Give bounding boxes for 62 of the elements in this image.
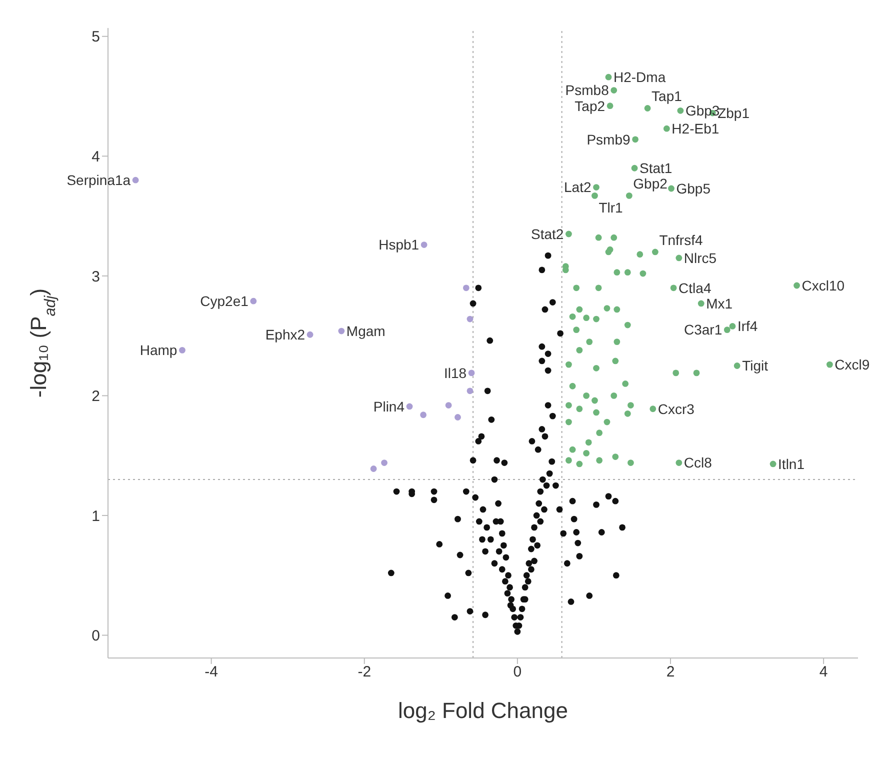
annotation: Tap1	[652, 88, 682, 104]
y-tick-label: 2	[92, 388, 100, 406]
x-axis-title: log₂ Fold Change	[398, 698, 568, 723]
point	[462, 284, 470, 292]
annotation: Serpina1a	[66, 172, 131, 188]
annotation: Nlrc5	[684, 250, 717, 266]
annotation: Psmb8	[565, 82, 610, 98]
annotation: Cxcr3	[658, 400, 695, 417]
point	[466, 316, 474, 322]
annotation: Gbp3	[685, 102, 720, 119]
annotation: Irf4	[737, 318, 758, 334]
x-tick-label: 4	[819, 664, 828, 681]
y-tick-label: 0	[92, 628, 100, 645]
y-tick-label: 3	[92, 268, 100, 286]
annotation: Hspb1	[378, 236, 420, 253]
x-tick-label: -2	[358, 664, 372, 681]
annotation: Cyp2e1	[200, 292, 249, 309]
point	[468, 370, 475, 376]
annotation: Psmb9	[586, 131, 631, 148]
annotation: H2-Eb1	[672, 120, 720, 137]
annotation: Stat1	[640, 160, 672, 176]
annotation: Tap2	[574, 98, 606, 114]
y-tick-label: 4	[92, 148, 100, 166]
point	[179, 346, 186, 354]
point	[466, 388, 474, 394]
point	[406, 403, 413, 410]
point	[420, 242, 428, 248]
annotation: Mx1	[706, 295, 733, 312]
x-tick-label: 2	[666, 664, 675, 681]
annotation: Hamp	[140, 342, 178, 358]
annotation: Mgam	[346, 322, 386, 339]
annotation: Cxcl10	[802, 277, 845, 294]
point	[370, 466, 377, 472]
point	[381, 460, 388, 466]
annotation: Ccl8	[684, 454, 712, 471]
annotation: Gbp5	[676, 180, 711, 196]
annotation: Tnfrsf4	[659, 232, 703, 248]
point	[250, 298, 257, 304]
y-tick-label: 5	[92, 28, 100, 46]
x-tick-label: -4	[204, 664, 218, 681]
annotation: Lat2	[564, 179, 592, 196]
point	[132, 176, 139, 184]
y-tick-label: 1	[92, 508, 100, 525]
point	[306, 331, 314, 338]
point	[445, 402, 452, 408]
annotation: Stat2	[531, 226, 564, 242]
annotation: Tlr1	[598, 200, 624, 216]
annotation: Ctla4	[678, 280, 712, 296]
annotation: C3ar1	[684, 322, 722, 338]
annotation: Ephx2	[265, 326, 306, 343]
annotation: Tigit	[742, 358, 768, 374]
annotation: Gbp2	[633, 176, 668, 192]
point	[338, 328, 345, 334]
point	[454, 414, 461, 420]
x-tick-label: 0	[513, 664, 522, 681]
point	[420, 412, 427, 418]
annotation: Zbp1	[718, 104, 750, 121]
annotation: Itln1	[778, 456, 805, 472]
annotation: Il18	[444, 364, 467, 381]
annotation: H2-Dma	[614, 69, 666, 86]
annotation: Plin4	[373, 398, 405, 414]
annotation: Cxcl9	[834, 356, 870, 372]
